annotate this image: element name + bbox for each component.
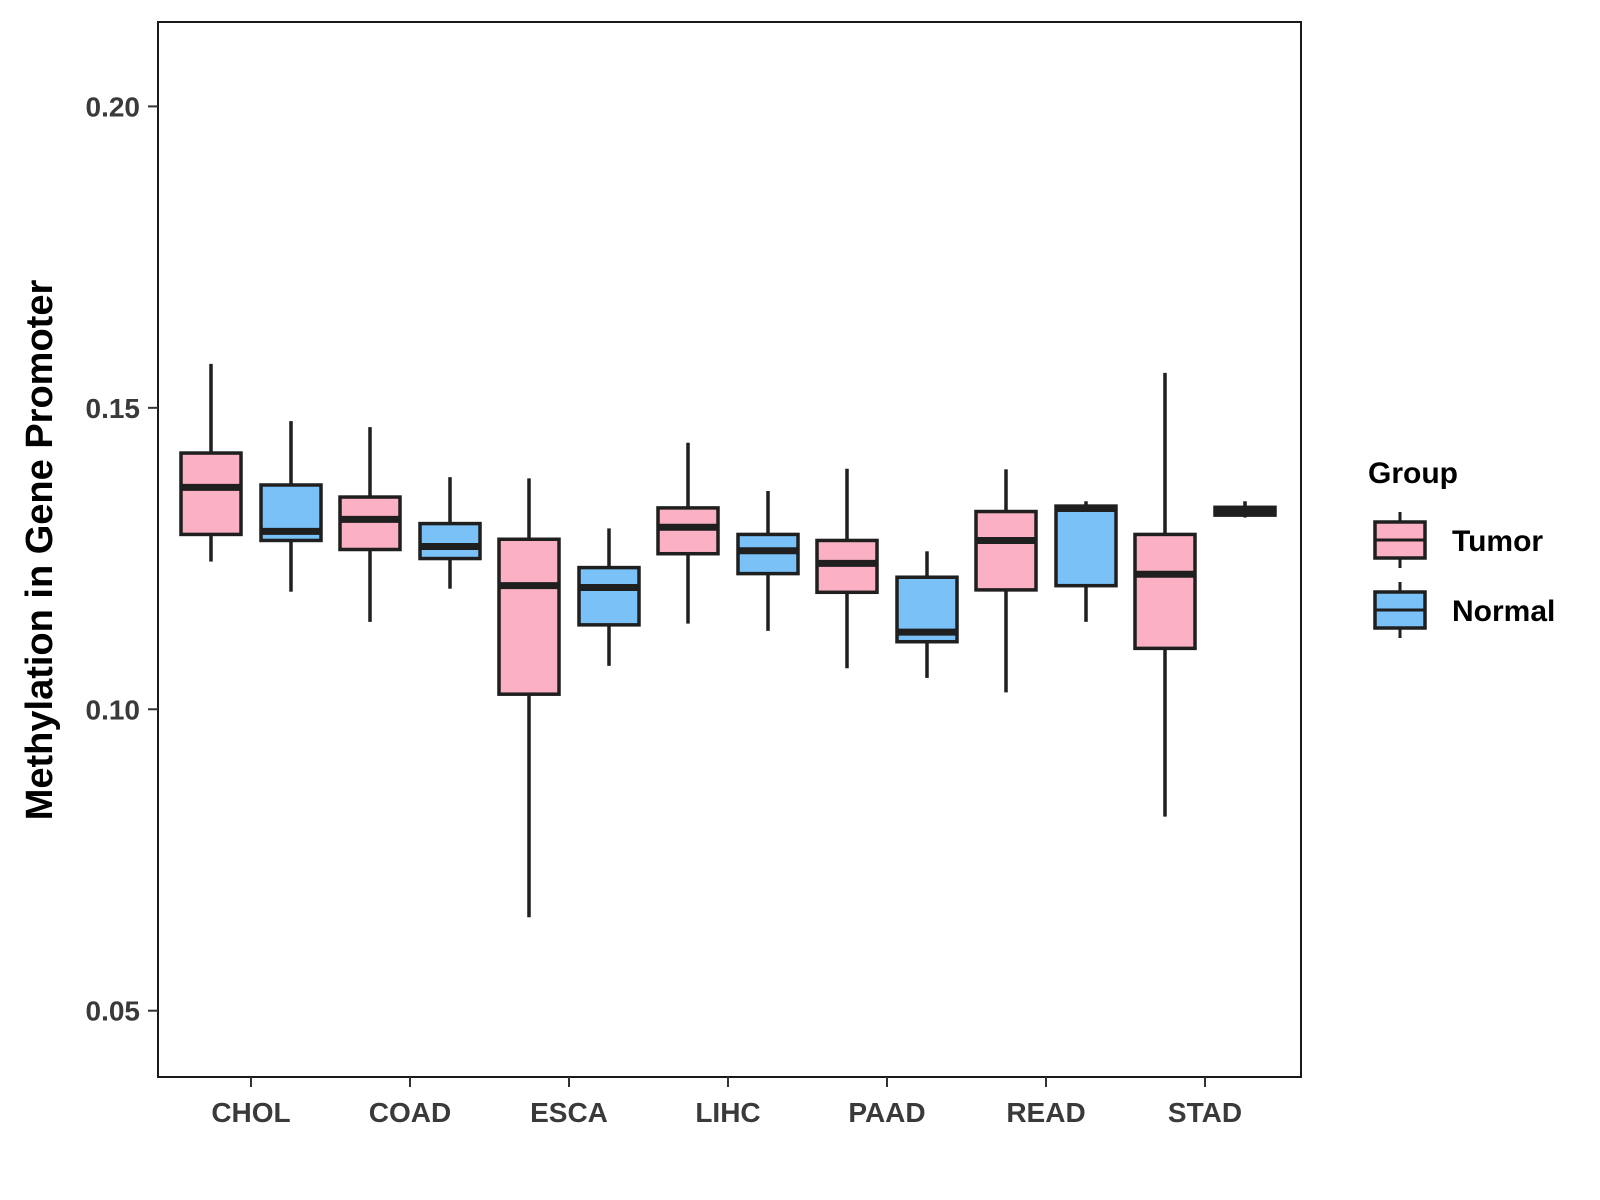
legend-label-normal: Normal <box>1452 595 1555 628</box>
box-iqr <box>338 495 402 552</box>
box-tumor-lihc <box>656 442 720 624</box>
y-axis-title: Methylation in Gene Promoter <box>19 280 61 821</box>
box-series <box>179 363 1277 918</box>
x-axis: CHOL COAD ESCA LIHC PAAD READ STAD <box>211 1077 1242 1128</box>
box-normal-paad <box>895 551 959 678</box>
legend-item-normal: Normal <box>1373 582 1555 638</box>
box-tumor-read <box>974 469 1038 693</box>
x-tick-label-chol: CHOL <box>211 1097 290 1128</box>
x-tick-label-read: READ <box>1006 1097 1085 1128</box>
y-tick-label: 0.15 <box>86 393 141 424</box>
y-axis: 0.05 0.10 0.15 0.20 <box>86 91 158 1027</box>
x-tick-label-lihc: LIHC <box>695 1097 760 1128</box>
x-tick-label-stad: STAD <box>1168 1097 1242 1128</box>
box-normal-read <box>1054 501 1118 622</box>
legend: Group Tumor Normal <box>1368 457 1555 638</box>
x-tick-label-coad: COAD <box>369 1097 451 1128</box>
y-tick-label: 0.20 <box>86 91 141 122</box>
box-normal-stad <box>1213 501 1277 518</box>
box-iqr <box>1133 532 1197 651</box>
x-tick-label-esca: ESCA <box>530 1097 608 1128</box>
box-iqr <box>418 521 482 561</box>
box-iqr <box>577 565 641 627</box>
box-tumor-stad <box>1133 372 1197 817</box>
box-tumor-esca <box>497 478 561 918</box>
plot-panel <box>157 21 1302 1078</box>
legend-item-tumor: Tumor <box>1373 512 1543 568</box>
box-normal-chol <box>259 421 323 592</box>
legend-label-tumor: Tumor <box>1452 525 1543 558</box>
box-normal-coad <box>418 477 482 589</box>
box-tumor-coad <box>338 427 402 622</box>
legend-title: Group <box>1368 457 1458 490</box>
box-iqr <box>974 509 1038 592</box>
y-tick-label: 0.05 <box>86 996 141 1027</box>
box-iqr <box>656 506 720 556</box>
box-iqr <box>497 537 561 696</box>
x-tick-label-paad: PAAD <box>848 1097 925 1128</box>
box-tumor-paad <box>815 468 879 669</box>
box-normal-lihc <box>736 491 800 631</box>
box-iqr <box>1054 504 1118 588</box>
y-tick-label: 0.10 <box>86 694 141 725</box>
box-normal-esca <box>577 528 641 666</box>
box-tumor-chol <box>179 363 243 562</box>
box-iqr <box>179 451 243 537</box>
